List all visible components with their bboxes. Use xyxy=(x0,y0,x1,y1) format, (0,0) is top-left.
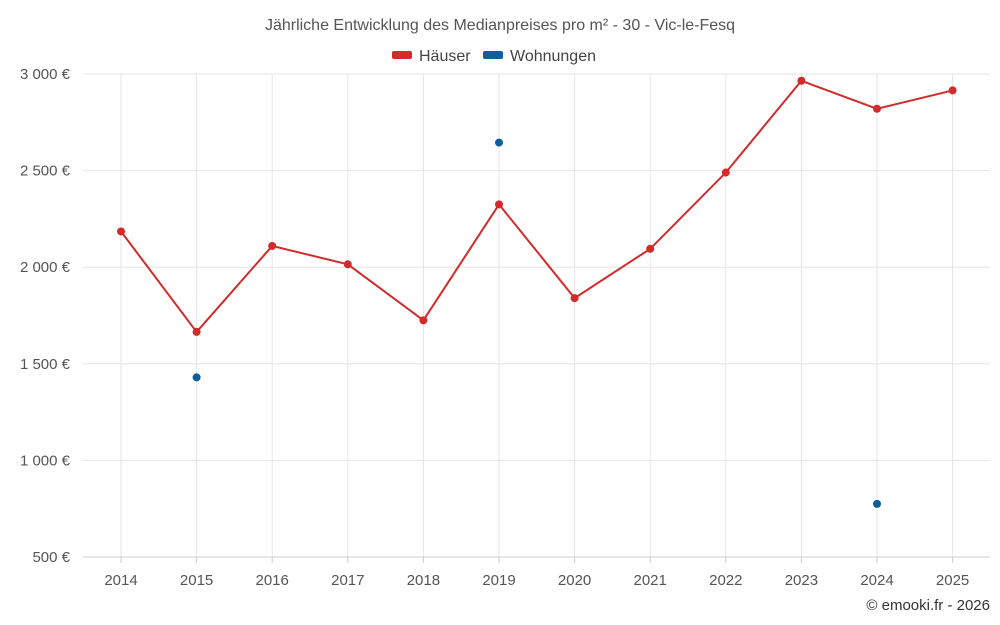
data-point-haeuser[interactable] xyxy=(570,294,579,303)
series-layer xyxy=(117,76,957,508)
y-gridlines xyxy=(83,73,990,461)
series-wohnungen xyxy=(192,138,881,508)
x-tick-label: 2017 xyxy=(331,572,364,589)
data-point-haeuser[interactable] xyxy=(419,316,428,325)
y-tick-label: 1 000 € xyxy=(20,452,71,469)
data-point-haeuser[interactable] xyxy=(646,244,655,253)
x-tick-label: 2020 xyxy=(558,572,591,589)
y-tick-label: 500 € xyxy=(32,549,70,566)
legend-label-wohnungen: Wohnungen xyxy=(510,48,596,65)
data-point-haeuser[interactable] xyxy=(873,104,881,113)
data-point-haeuser[interactable] xyxy=(192,327,201,336)
series-haeuser xyxy=(117,76,957,336)
x-tick-label: 2014 xyxy=(104,572,137,589)
y-axis-ticks: 500 € 1 000 € 1 500 € 2 000 € 2 500 € 3 000 € xyxy=(20,66,71,566)
x-tick-label: 2023 xyxy=(785,572,818,589)
data-point-haeuser[interactable] xyxy=(117,227,125,236)
legend-swatch-haeuser xyxy=(392,51,412,59)
chart-title: Jährliche Entwicklung des Medianpreises … xyxy=(265,17,735,34)
legend-swatch-wohnungen xyxy=(483,51,503,59)
x-axis-ticks: 2014 2015 2016 2017 2018 2019 2020 2021 2022 2023… xyxy=(104,557,969,589)
data-point-haeuser[interactable] xyxy=(343,260,352,269)
y-tick-label: 2 500 € xyxy=(20,163,71,180)
data-point-haeuser[interactable] xyxy=(721,168,730,177)
data-point-wohnungen[interactable] xyxy=(873,499,881,508)
x-tick-label: 2018 xyxy=(407,572,440,589)
legend-label-haeuser: Häuser xyxy=(419,48,471,65)
legend-item-haeuser[interactable]: Häuser xyxy=(392,48,471,65)
data-point-haeuser[interactable] xyxy=(797,76,806,85)
x-tick-label: 2021 xyxy=(634,572,667,589)
legend-item-wohnungen[interactable]: Wohnungen xyxy=(483,48,596,65)
series-line-haeuser xyxy=(120,79,953,333)
y-tick-label: 3 000 € xyxy=(20,66,71,83)
credit-text: © emooki.fr - 2026 xyxy=(866,597,990,614)
data-point-haeuser[interactable] xyxy=(495,200,503,209)
data-point-haeuser[interactable] xyxy=(268,241,277,250)
data-point-haeuser[interactable] xyxy=(948,86,957,95)
data-point-wohnungen[interactable] xyxy=(192,373,201,382)
x-tick-label: 2015 xyxy=(180,572,213,589)
x-tick-label: 2019 xyxy=(482,572,515,589)
x-gridlines xyxy=(120,74,954,557)
x-tick-label: 2022 xyxy=(709,572,742,589)
x-tick-label: 2016 xyxy=(256,572,289,589)
y-tick-label: 1 500 € xyxy=(20,356,71,373)
data-point-wohnungen[interactable] xyxy=(495,138,503,147)
x-tick-label: 2024 xyxy=(860,572,893,589)
legend: Häuser Wohnungen xyxy=(392,48,596,65)
y-tick-label: 2 000 € xyxy=(20,259,71,276)
x-tick-label: 2025 xyxy=(936,572,969,589)
